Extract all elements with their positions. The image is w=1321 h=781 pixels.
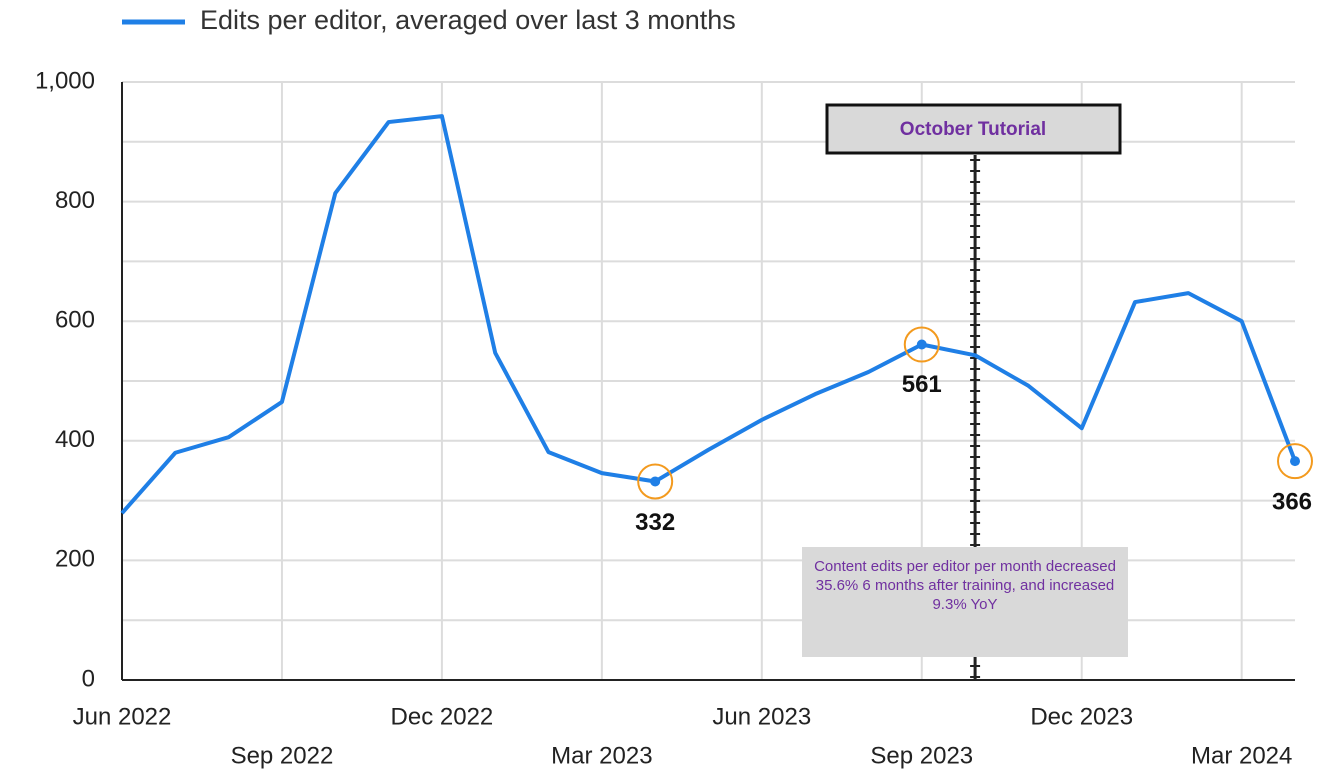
x-tick-label: Sep 2023 — [870, 742, 973, 769]
x-tick-label: Mar 2023 — [551, 742, 652, 769]
y-tick-label: 1,000 — [35, 67, 95, 94]
x-tick-label: Dec 2022 — [391, 703, 494, 730]
data-line — [120, 114, 1297, 515]
value-label: 561 — [902, 371, 942, 398]
x-tick-label: Jun 2023 — [712, 703, 811, 730]
data-point — [1290, 456, 1300, 467]
legend-label: Edits per editor, averaged over last 3 m… — [200, 5, 736, 35]
y-tick-label: 600 — [55, 307, 95, 334]
value-label: 332 — [635, 509, 675, 536]
x-tick-label: Jun 2022 — [73, 703, 172, 730]
x-tick-label: Mar 2024 — [1191, 742, 1292, 769]
x-tick-label: Dec 2023 — [1030, 703, 1133, 730]
y-tick-label: 0 — [82, 665, 95, 692]
y-tick-label: 200 — [55, 546, 95, 573]
y-tick-label: 800 — [55, 187, 95, 214]
value-label: 366 — [1272, 488, 1312, 515]
highlight-ring — [1277, 443, 1313, 480]
x-tick-label: Sep 2022 — [231, 742, 334, 769]
highlight-ring — [903, 326, 940, 363]
event-box — [825, 103, 1122, 155]
annotation-box — [802, 547, 1128, 657]
data-point — [916, 339, 927, 350]
highlight-ring — [637, 463, 674, 500]
event-label: October Tutorial — [900, 119, 1046, 140]
y-tick-label: 400 — [55, 426, 95, 453]
data-point — [650, 476, 661, 487]
annotation-wrap: Content edits per editor per month decre… — [814, 558, 1116, 613]
annotation-text: Content edits per editor per month decre… — [814, 558, 1116, 613]
